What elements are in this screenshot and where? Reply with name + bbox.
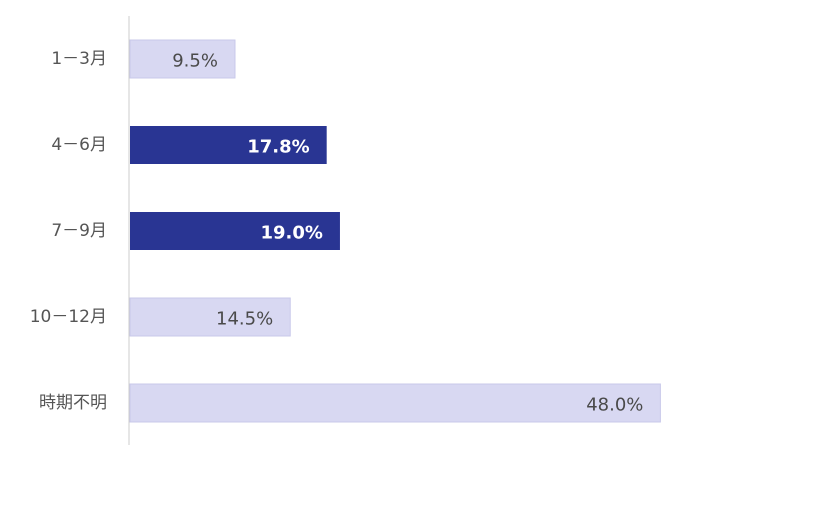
value-label-4: 48.0% [586,395,643,416]
category-label-2: 7－9月 [51,221,107,241]
bar-1 [130,126,327,164]
value-label-3: 14.5% [216,309,273,330]
value-label-1: 17.8% [247,137,309,158]
bar-2 [130,212,340,250]
value-label-2: 19.0% [260,223,322,244]
bar-0 [129,39,236,79]
value-label-0: 9.5% [172,51,218,72]
bar-4 [129,383,661,423]
category-label-3: 10－12月 [30,307,107,327]
category-label-1: 4－6月 [51,135,107,155]
category-label-0: 1－3月 [51,49,107,69]
bar-3 [129,297,291,337]
value-labels: 9.5% 17.8% 19.0% 14.5% 48.0% [172,51,643,416]
category-label-4: 時期不明 [39,393,107,413]
bars-group [129,39,661,423]
